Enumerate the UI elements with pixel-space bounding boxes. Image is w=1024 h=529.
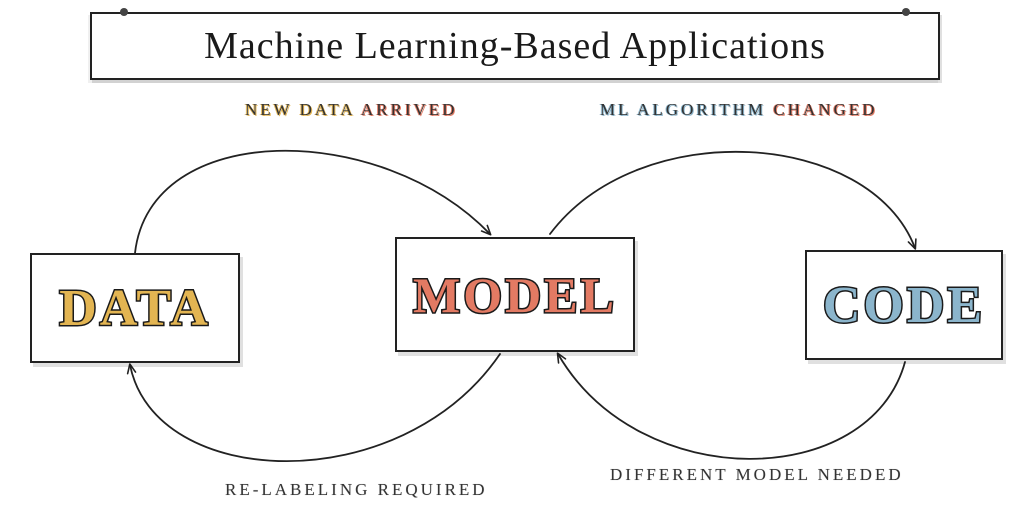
node-label-code: CODE <box>823 276 985 335</box>
page-title: Machine Learning-Based Applications <box>204 24 826 68</box>
edge-label-model-code: ML ALGORITHM CHANGED <box>600 100 878 120</box>
edge-label-code-model: DIFFERENT MODEL NEEDED <box>610 465 904 485</box>
edge-code-model <box>558 354 905 459</box>
node-label-model: MODEL <box>413 266 617 324</box>
node-data: DATA <box>30 253 240 363</box>
edge-model-data <box>130 354 500 461</box>
title-banner: Machine Learning-Based Applications <box>90 12 940 80</box>
node-model: MODEL <box>395 237 635 352</box>
edge-label-data-model: NEW DATA ARRIVED <box>245 100 458 120</box>
edge-model-code <box>550 152 915 248</box>
node-label-data: DATA <box>59 279 211 338</box>
node-code: CODE <box>805 250 1003 360</box>
edge-label-model-data: RE-LABELING REQUIRED <box>225 480 488 500</box>
